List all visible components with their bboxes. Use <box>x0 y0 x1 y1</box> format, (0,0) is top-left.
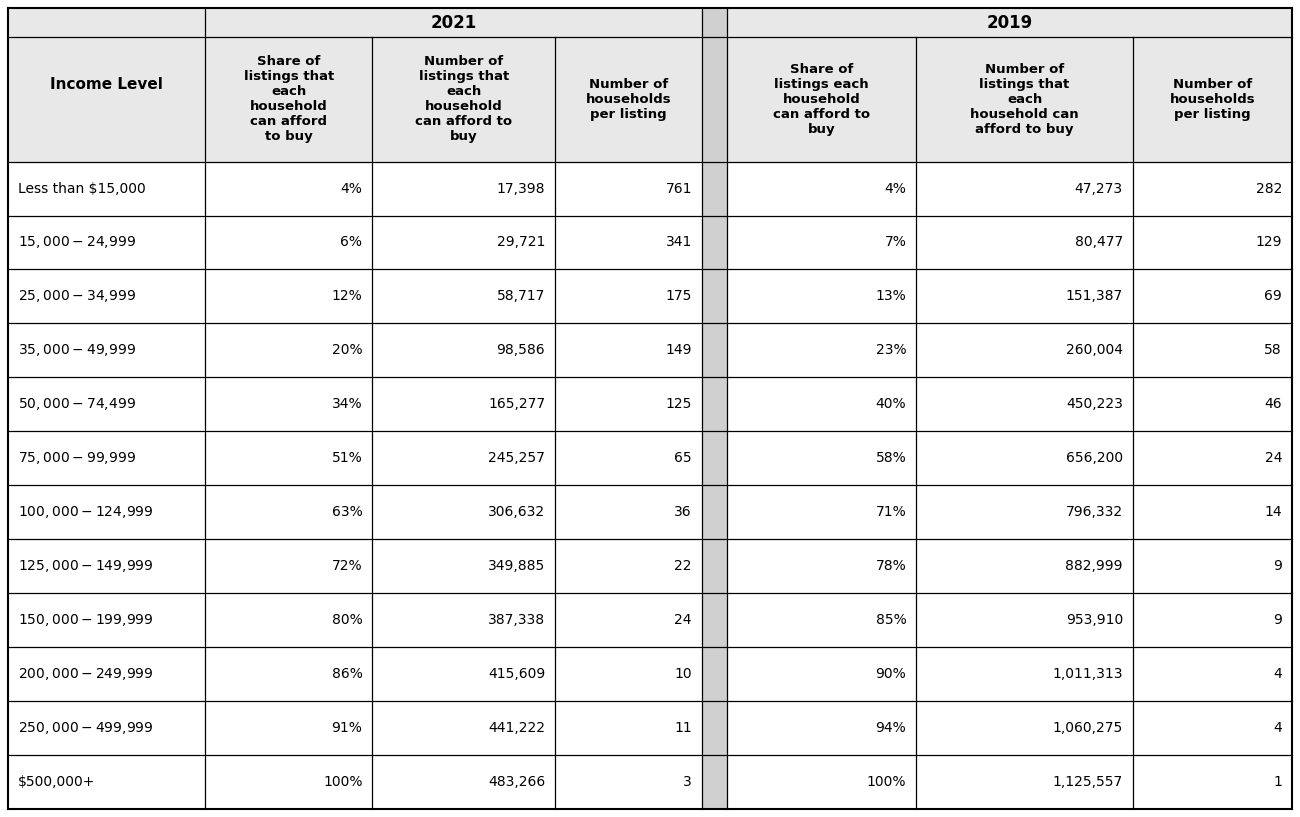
Text: 165,277: 165,277 <box>488 397 545 411</box>
Text: 9: 9 <box>1273 559 1282 574</box>
Text: 86%: 86% <box>332 667 363 681</box>
Text: 761: 761 <box>666 181 692 195</box>
Text: $250,000-$499,999: $250,000-$499,999 <box>18 720 153 736</box>
Text: 282: 282 <box>1256 181 1282 195</box>
Text: 13%: 13% <box>875 289 906 303</box>
Text: 3: 3 <box>684 775 692 789</box>
Text: 2021: 2021 <box>430 14 477 32</box>
Text: 58%: 58% <box>875 451 906 466</box>
Text: 129: 129 <box>1256 235 1282 249</box>
Text: 46: 46 <box>1265 397 1282 411</box>
Text: 260,004: 260,004 <box>1066 343 1123 357</box>
Text: 100%: 100% <box>322 775 363 789</box>
Text: $15,000-$24,999: $15,000-$24,999 <box>18 234 136 251</box>
Text: 69: 69 <box>1264 289 1282 303</box>
Text: $500,000+: $500,000+ <box>18 775 95 789</box>
Text: 78%: 78% <box>875 559 906 574</box>
Text: 22: 22 <box>675 559 692 574</box>
Text: 29,721: 29,721 <box>497 235 545 249</box>
Text: $150,000-$199,999: $150,000-$199,999 <box>18 612 153 628</box>
Text: 91%: 91% <box>332 721 363 735</box>
Text: 24: 24 <box>1265 451 1282 466</box>
Text: 483,266: 483,266 <box>488 775 545 789</box>
Bar <box>8 8 1292 162</box>
Text: 415,609: 415,609 <box>488 667 545 681</box>
Text: 20%: 20% <box>332 343 363 357</box>
Text: Income Level: Income Level <box>51 78 164 92</box>
Text: 100%: 100% <box>867 775 906 789</box>
Text: 58,717: 58,717 <box>497 289 545 303</box>
Text: 151,387: 151,387 <box>1066 289 1123 303</box>
Text: 1,125,557: 1,125,557 <box>1053 775 1123 789</box>
Text: 23%: 23% <box>876 343 906 357</box>
Text: 17,398: 17,398 <box>497 181 545 195</box>
Text: 4: 4 <box>1273 667 1282 681</box>
Text: 1,011,313: 1,011,313 <box>1053 667 1123 681</box>
Bar <box>702 8 727 809</box>
Text: 11: 11 <box>675 721 692 735</box>
Text: $200,000-$249,999: $200,000-$249,999 <box>18 666 153 682</box>
Text: 1,060,275: 1,060,275 <box>1053 721 1123 735</box>
Text: 4%: 4% <box>884 181 906 195</box>
Text: Number of
listings that
each
household
can afford to
buy: Number of listings that each household c… <box>415 56 512 143</box>
Text: 306,632: 306,632 <box>488 505 545 520</box>
Text: $35,000-$49,999: $35,000-$49,999 <box>18 342 136 359</box>
Text: 40%: 40% <box>876 397 906 411</box>
Text: Number of
households
per listing: Number of households per listing <box>586 78 671 121</box>
Text: 796,332: 796,332 <box>1066 505 1123 520</box>
Text: 341: 341 <box>666 235 692 249</box>
Text: 47,273: 47,273 <box>1075 181 1123 195</box>
Text: 882,999: 882,999 <box>1066 559 1123 574</box>
Text: 175: 175 <box>666 289 692 303</box>
Text: $100,000-$124,999: $100,000-$124,999 <box>18 504 153 520</box>
Text: 4: 4 <box>1273 721 1282 735</box>
Text: 12%: 12% <box>332 289 363 303</box>
Text: $75,000-$99,999: $75,000-$99,999 <box>18 450 136 467</box>
Text: 149: 149 <box>666 343 692 357</box>
Text: 98,586: 98,586 <box>497 343 545 357</box>
Text: 10: 10 <box>675 667 692 681</box>
Text: 953,910: 953,910 <box>1066 614 1123 627</box>
Text: 80,477: 80,477 <box>1075 235 1123 249</box>
Text: 14: 14 <box>1265 505 1282 520</box>
Text: 245,257: 245,257 <box>489 451 545 466</box>
Text: 125: 125 <box>666 397 692 411</box>
Text: 94%: 94% <box>875 721 906 735</box>
Text: 51%: 51% <box>332 451 363 466</box>
Text: Less than $15,000: Less than $15,000 <box>18 181 146 195</box>
Text: Share of
listings that
each
household
can afford
to buy: Share of listings that each household ca… <box>244 56 334 143</box>
Text: $125,000-$149,999: $125,000-$149,999 <box>18 558 153 574</box>
Text: 1: 1 <box>1273 775 1282 789</box>
Text: 6%: 6% <box>341 235 363 249</box>
Text: 349,885: 349,885 <box>488 559 545 574</box>
Text: Share of
listings each
household
can afford to
buy: Share of listings each household can aff… <box>774 63 870 136</box>
Text: $25,000-$34,999: $25,000-$34,999 <box>18 288 136 305</box>
Text: 34%: 34% <box>332 397 363 411</box>
Text: Number of
listings that
each
household can
afford to buy: Number of listings that each household c… <box>970 63 1079 136</box>
Text: 90%: 90% <box>875 667 906 681</box>
Text: 65: 65 <box>675 451 692 466</box>
Text: 80%: 80% <box>332 614 363 627</box>
Text: 441,222: 441,222 <box>489 721 545 735</box>
Text: 656,200: 656,200 <box>1066 451 1123 466</box>
Text: 4%: 4% <box>341 181 363 195</box>
Text: 71%: 71% <box>875 505 906 520</box>
Text: 7%: 7% <box>884 235 906 249</box>
Text: 387,338: 387,338 <box>488 614 545 627</box>
Text: 450,223: 450,223 <box>1066 397 1123 411</box>
Text: 85%: 85% <box>875 614 906 627</box>
Text: Number of
households
per listing: Number of households per listing <box>1170 78 1256 121</box>
Text: 36: 36 <box>675 505 692 520</box>
Text: $50,000-$74,499: $50,000-$74,499 <box>18 396 136 413</box>
Text: 24: 24 <box>675 614 692 627</box>
Text: 72%: 72% <box>332 559 363 574</box>
Text: 2019: 2019 <box>987 14 1032 32</box>
Text: 63%: 63% <box>332 505 363 520</box>
Text: 9: 9 <box>1273 614 1282 627</box>
Text: 58: 58 <box>1265 343 1282 357</box>
